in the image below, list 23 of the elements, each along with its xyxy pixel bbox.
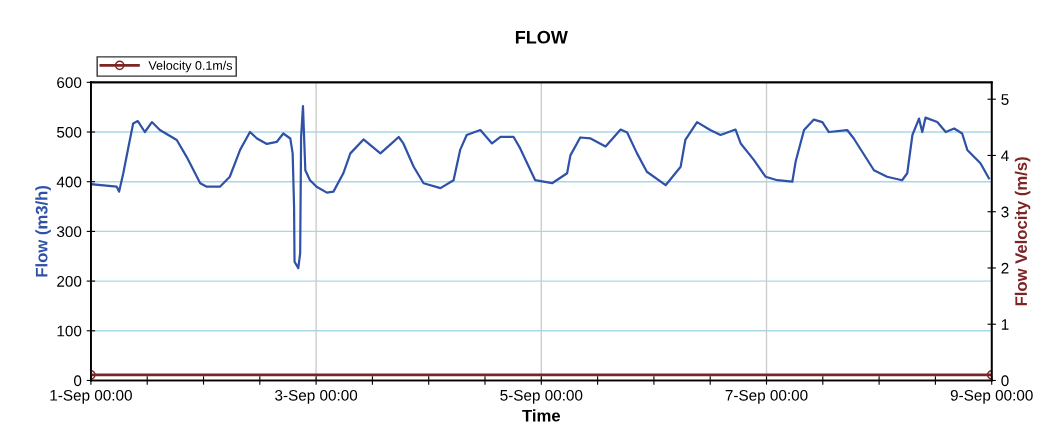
y-tick-label: 300 [56,226,82,238]
x-tick-label: 3-Sep 00:00 [275,389,358,404]
x-tick-label: 1-Sep 00:00 [50,389,132,404]
y2-axis-title: Flow Velocity (m/s) [1014,157,1031,306]
y2-tick-label: 1 [1001,319,1009,330]
y-tick-label: 100 [57,325,82,337]
y-tick-label: 0 [73,375,82,387]
chart-title: FLOW [515,30,568,44]
y-axis-title: Flow (m3/h) [35,185,51,277]
y-tick-label: 500 [57,126,82,138]
y2-tick-label: 5 [1001,94,1009,105]
x-axis-title: Time [522,409,561,422]
y2-tick-label: 4 [1001,150,1009,161]
y2-tick-label: 0 [1001,375,1009,387]
y2-tick-label: 3 [1001,206,1009,218]
y-tick-label: 200 [57,275,82,287]
x-tick-label: 9-Sep 00:00 [950,389,1033,404]
x-tick-label: 7-Sep 00:00 [725,389,808,404]
x-tick-label: 5-Sep 00:00 [500,389,583,404]
y-tick-label: 600 [57,77,82,89]
y-tick-label: 400 [56,176,82,188]
y2-tick-label: 2 [1001,262,1009,274]
legend-label: Velocity 0.1m/s [148,60,233,73]
